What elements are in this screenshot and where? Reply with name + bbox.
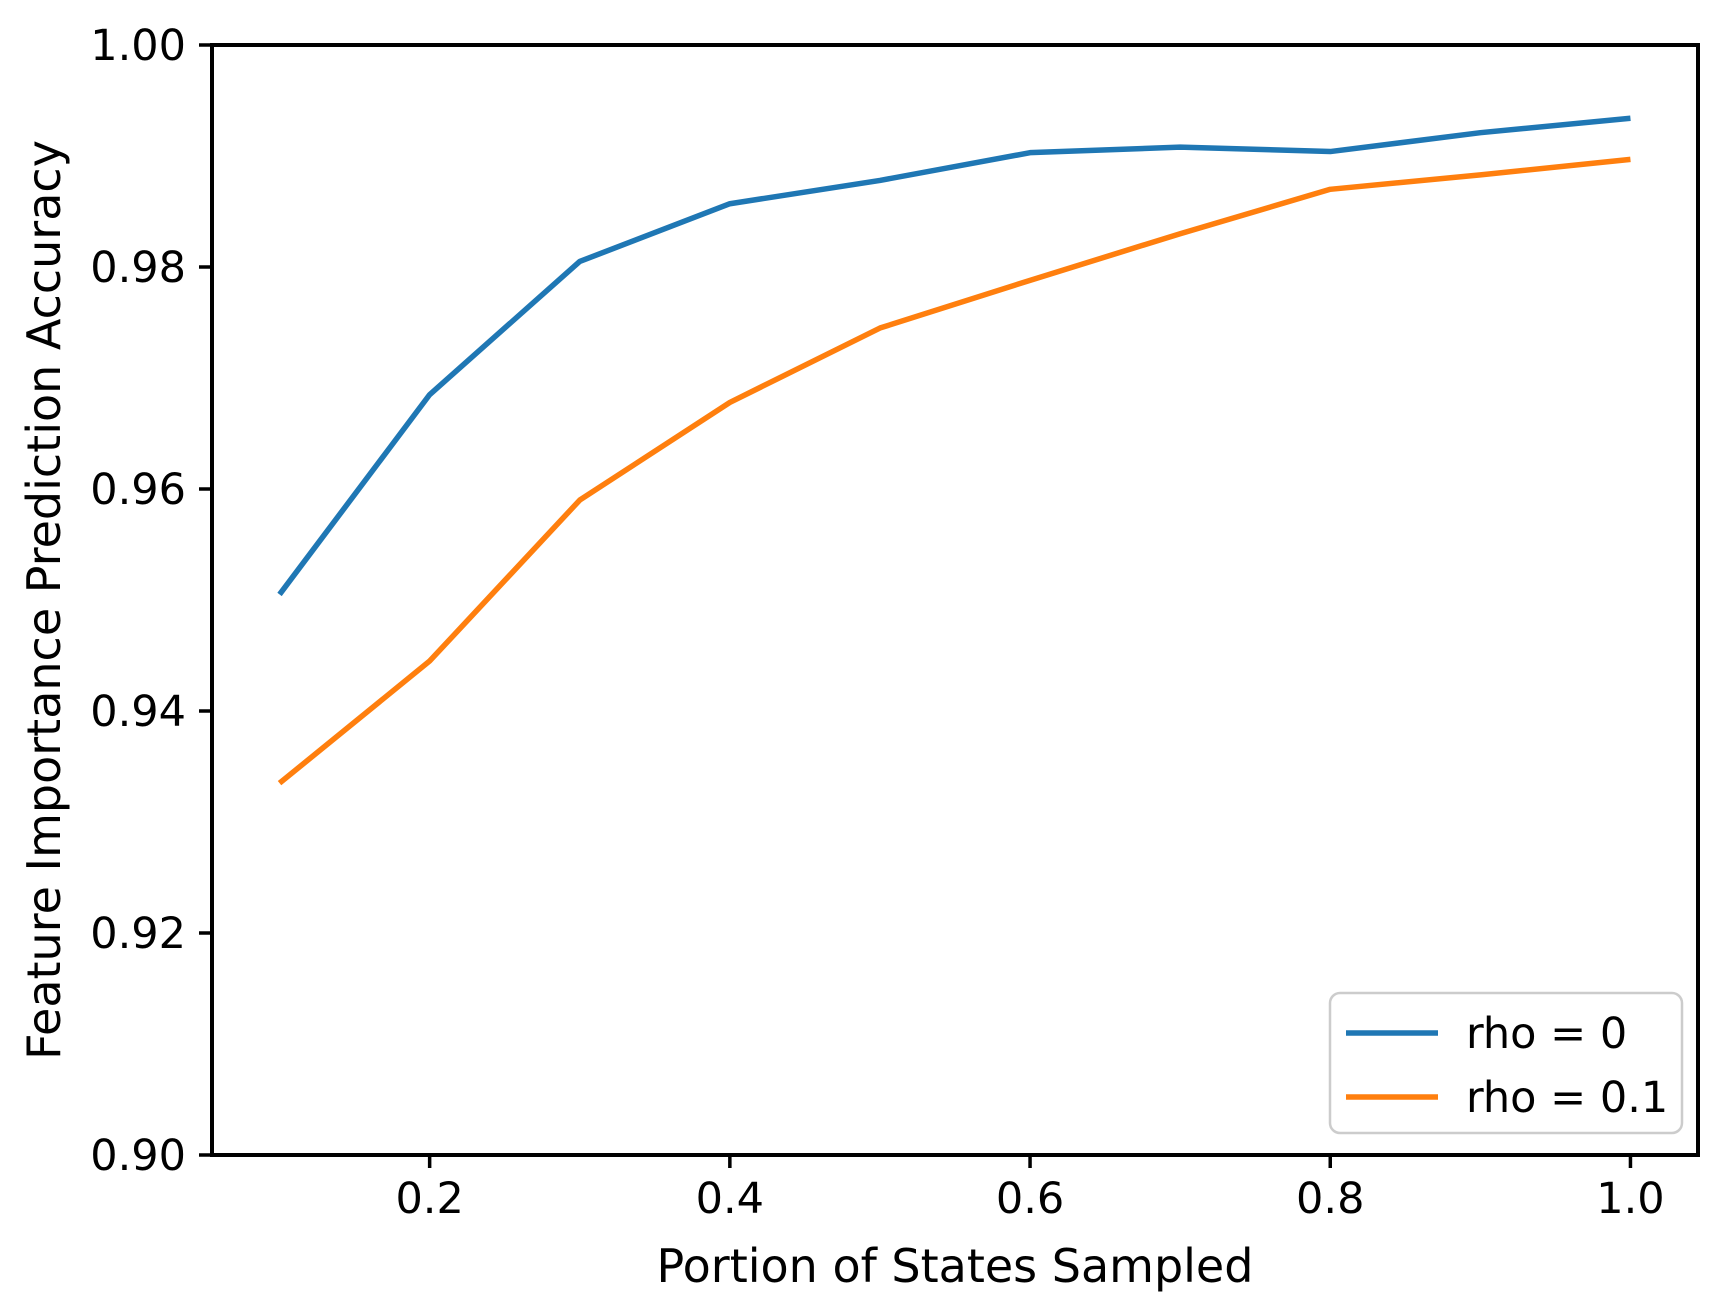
x-tick-label: 0.4	[696, 1174, 764, 1224]
legend-label-rho-0: rho = 0	[1466, 1009, 1627, 1059]
y-tick-label: 1.00	[90, 21, 186, 71]
y-axis-label: Feature Importance Prediction Accuracy	[17, 140, 71, 1060]
y-tick-label: 0.96	[90, 465, 186, 515]
series-line-rho-0	[277, 115, 1631, 597]
y-tick-label: 0.98	[90, 243, 186, 293]
x-axis-label: Portion of States Sampled	[657, 1239, 1254, 1293]
legend: rho = 0 rho = 0.1	[1328, 991, 1684, 1135]
series-line-rho-0-1	[277, 156, 1631, 786]
x-tick-label: 0.6	[996, 1174, 1064, 1224]
y-tick-label: 0.90	[90, 1131, 186, 1181]
plot-area: 0.2 0.4 0.6 0.8 1.0 0.90 0.92 0.94 0.96 0.98 1.00	[90, 21, 1700, 1224]
y-tick-label: 0.92	[90, 909, 186, 959]
legend-label-rho-0-1: rho = 0.1	[1466, 1073, 1668, 1123]
x-tick-label: 1.0	[1596, 1174, 1664, 1224]
y-tick-label: 0.94	[90, 687, 186, 737]
plot-border	[210, 43, 1700, 1157]
x-tick-label: 0.8	[1296, 1174, 1364, 1224]
x-tick-label: 0.2	[395, 1174, 463, 1224]
